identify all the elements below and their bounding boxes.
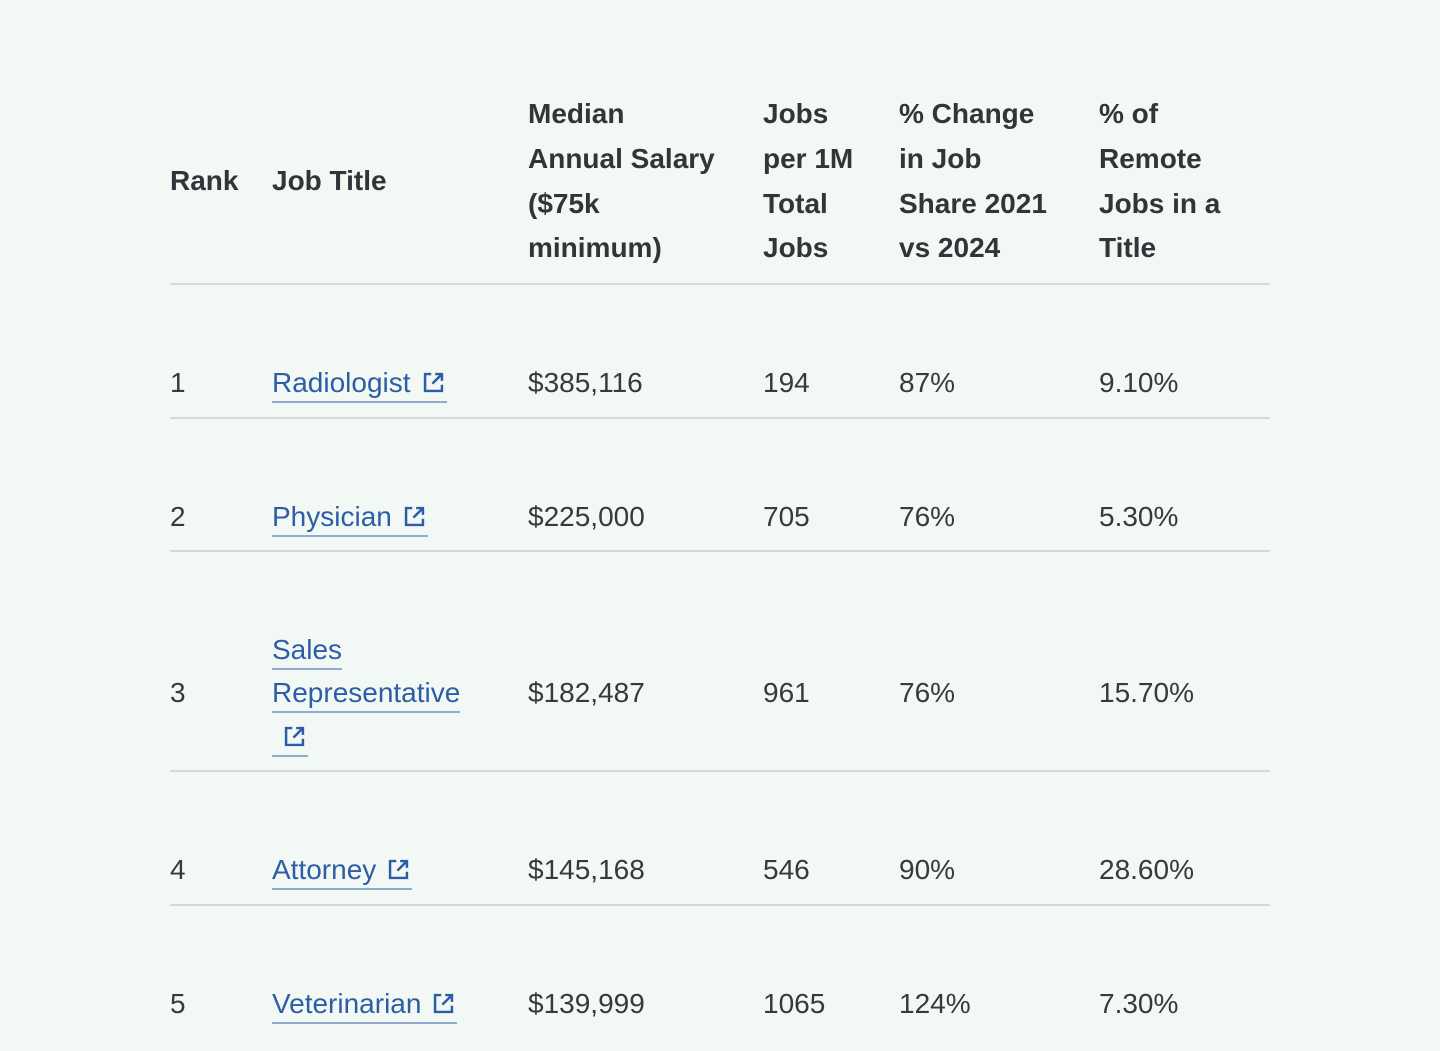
salary-value: $385,116 (528, 367, 643, 399)
table-row: 4 Attorney $145,168 546 90% 28.60% (170, 771, 1270, 906)
rank-value: 5 (170, 987, 186, 1019)
column-header-label: % Change in Job Share 2021 vs 2024 (899, 98, 1047, 264)
pct-change-value: 76% (899, 677, 956, 709)
jobs-per-1m-value: 194 (763, 367, 810, 399)
rank-cell: 2 (170, 417, 272, 552)
salary-cell: $139,999 (528, 905, 763, 1037)
job-title-cell: Attorney (272, 771, 528, 906)
column-header-job-title: Job Title (272, 70, 528, 286)
column-header-rank: Rank (170, 70, 272, 286)
job-title-label: Sales Representative (272, 633, 461, 709)
pct-change-cell: 87% (899, 284, 1099, 419)
column-header-label: % of Remote Jobs in a Title (1099, 98, 1221, 264)
jobs-per-1m-cell: 1065 (763, 905, 899, 1037)
table-row: 1 Radiologist $385,116 194 87% 9.10% (170, 284, 1270, 419)
pct-remote-value: 15.70% (1099, 677, 1194, 709)
table-row: 5 Veterinarian $139,999 1065 124% 7.30% (170, 905, 1270, 1037)
rank-value: 1 (170, 367, 186, 399)
jobs-per-1m-cell: 546 (763, 771, 899, 906)
pct-remote-cell: 9.10% (1099, 284, 1270, 419)
column-header-label: Median Annual Salary ($75k minimum) (528, 98, 715, 264)
jobs-per-1m-value: 546 (763, 854, 810, 886)
rank-value: 4 (170, 854, 186, 886)
job-title-label: Attorney (272, 854, 377, 886)
jobs-per-1m-value: 961 (763, 677, 810, 709)
pct-change-cell: 76% (899, 550, 1099, 773)
pct-change-value: 90% (899, 854, 956, 886)
job-title-label: Radiologist (272, 367, 411, 399)
pct-change-cell: 90% (899, 771, 1099, 906)
remote-jobs-table: Rank Job Title Median Annual Salary ($75… (170, 70, 1270, 1037)
pct-change-value: 76% (899, 500, 956, 532)
column-header-label: Job Title (272, 165, 387, 197)
job-title-cell: Veterinarian (272, 905, 528, 1037)
job-title-cell: Sales Representative (272, 550, 528, 773)
pct-remote-cell: 15.70% (1099, 550, 1270, 773)
jobs-per-1m-value: 1065 (763, 987, 826, 1019)
salary-cell: $385,116 (528, 284, 763, 419)
external-link-icon (423, 373, 443, 393)
job-title-cell: Radiologist (272, 284, 528, 419)
salary-value: $139,999 (528, 987, 645, 1019)
rank-cell: 3 (170, 550, 272, 773)
external-link-icon (434, 993, 454, 1013)
job-title-label: Physician (272, 500, 392, 532)
salary-cell: $225,000 (528, 417, 763, 552)
table-row: 3 Sales Representative $182,487 961 76% … (170, 550, 1270, 773)
jobs-per-1m-value: 705 (763, 500, 810, 532)
job-title-label: Veterinarian (272, 987, 422, 1019)
jobs-per-1m-cell: 961 (763, 550, 899, 773)
pct-remote-cell: 5.30% (1099, 417, 1270, 552)
pct-remote-value: 5.30% (1099, 500, 1179, 532)
job-title-cell: Physician (272, 417, 528, 552)
external-link-icon (284, 726, 305, 746)
job-title-link[interactable]: Attorney (272, 854, 413, 891)
job-title-link[interactable]: Physician (272, 500, 428, 537)
salary-value: $145,168 (528, 854, 645, 886)
salary-cell: $145,168 (528, 771, 763, 906)
pct-remote-value: 28.60% (1099, 854, 1194, 886)
jobs-per-1m-cell: 194 (763, 284, 899, 419)
salary-value: $225,000 (528, 500, 645, 532)
jobs-per-1m-cell: 705 (763, 417, 899, 552)
rank-value: 3 (170, 677, 186, 709)
header-row: Rank Job Title Median Annual Salary ($75… (170, 70, 1270, 286)
job-title-link[interactable]: Veterinarian (272, 987, 458, 1024)
job-title-link[interactable]: Sales Representative (272, 633, 461, 757)
pct-change-value: 124% (899, 987, 971, 1019)
pct-remote-cell: 28.60% (1099, 771, 1270, 906)
rank-cell: 4 (170, 771, 272, 906)
rank-value: 2 (170, 500, 186, 532)
job-title-link[interactable]: Radiologist (272, 367, 447, 404)
pct-change-value: 87% (899, 367, 956, 399)
column-header-label: Rank (170, 165, 239, 197)
rank-cell: 1 (170, 284, 272, 419)
pct-change-cell: 76% (899, 417, 1099, 552)
salary-value: $182,487 (528, 677, 645, 709)
salary-cell: $182,487 (528, 550, 763, 773)
column-header-pct-change: % Change in Job Share 2021 vs 2024 (899, 70, 1099, 286)
column-header-label: Jobs per 1M Total Jobs (763, 98, 854, 264)
column-header-median-salary: Median Annual Salary ($75k minimum) (528, 70, 763, 286)
external-link-icon (389, 859, 409, 880)
rank-cell: 5 (170, 905, 272, 1037)
column-header-jobs-per-1m: Jobs per 1M Total Jobs (763, 70, 899, 286)
pct-remote-value: 7.30% (1099, 987, 1179, 1019)
column-header-pct-remote: % of Remote Jobs in a Title (1099, 70, 1270, 286)
pct-remote-value: 9.10% (1099, 367, 1179, 399)
pct-remote-cell: 7.30% (1099, 905, 1270, 1037)
pct-change-cell: 124% (899, 905, 1099, 1037)
table-row: 2 Physician $225,000 705 76% 5.30% (170, 417, 1270, 552)
external-link-icon (404, 506, 425, 526)
